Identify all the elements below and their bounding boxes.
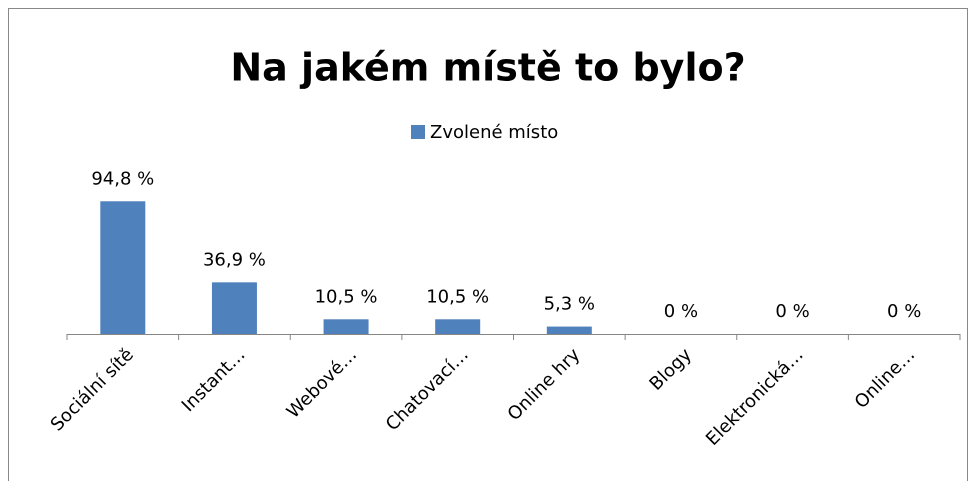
bar (323, 319, 369, 334)
data-label: 36,9 % (203, 249, 266, 270)
data-label: 0 % (887, 301, 921, 322)
legend-swatch (411, 125, 425, 139)
data-label: 10,5 % (315, 286, 378, 307)
bar (546, 326, 592, 334)
data-label: 0 % (775, 301, 809, 322)
chart-border (8, 8, 968, 481)
data-label: 0 % (664, 301, 698, 322)
chart-title: Na jakém místě to bylo? (230, 46, 745, 90)
bar (435, 319, 481, 334)
data-label: 10,5 % (426, 286, 489, 307)
data-label: 94,8 % (91, 168, 154, 189)
bar (100, 201, 146, 334)
data-label: 5,3 % (544, 294, 595, 315)
bar (211, 282, 257, 334)
legend-label: Zvolené místo (430, 122, 558, 143)
